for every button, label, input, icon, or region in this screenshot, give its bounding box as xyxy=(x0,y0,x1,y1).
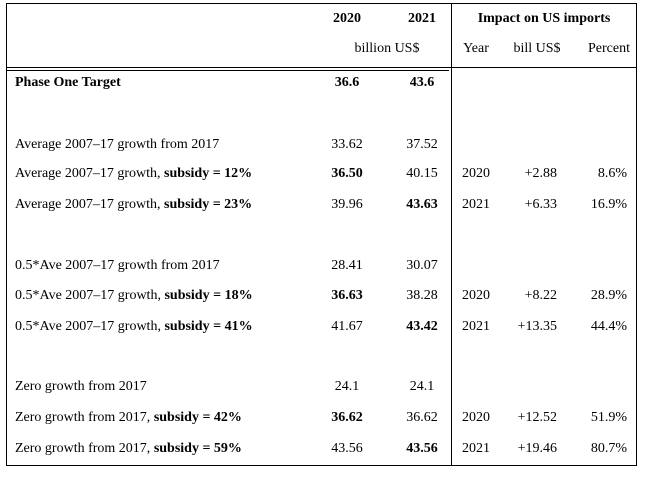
row-label: Zero growth from 2017, subsidy = 42% xyxy=(15,410,242,426)
row-label-text: Zero growth from 2017, xyxy=(15,410,154,425)
row-value-2020: 36.50 xyxy=(331,166,363,181)
row-subsidy: subsidy = 42% xyxy=(153,410,242,425)
row-value-2020: 39.96 xyxy=(331,197,363,212)
row-impact-year: 2020 xyxy=(462,410,490,425)
row-value-2020: 36.63 xyxy=(331,288,363,303)
row-impact-percent: 8.6% xyxy=(597,166,627,181)
row-label: 0.5*Ave 2007–17 growth, subsidy = 18% xyxy=(15,288,253,304)
row-impact-year: 2021 xyxy=(462,441,490,456)
target-label: Phase One Target xyxy=(15,75,121,90)
row-label-text: Average 2007–17 growth, xyxy=(15,166,165,181)
row-impact-year: 2020 xyxy=(462,166,490,181)
row-subsidy: subsidy = 59% xyxy=(153,441,242,456)
header-impact-title: Impact on US imports xyxy=(477,11,611,26)
row-impact-percent: 80.7% xyxy=(590,441,627,456)
row-value-2020: 33.62 xyxy=(331,137,363,152)
row-value-2020: 36.62 xyxy=(331,410,363,425)
target-2021: 43.6 xyxy=(409,75,435,90)
row-impact-bill: +19.46 xyxy=(517,441,557,456)
column-divider xyxy=(451,4,452,465)
row-label: Average 2007–17 growth from 2017 xyxy=(15,137,219,153)
row-impact-year: 2020 xyxy=(462,288,490,303)
row-subsidy: subsidy = 23% xyxy=(164,197,253,212)
row-label-text: Average 2007–17 growth from 2017 xyxy=(15,137,220,152)
row-impact-percent: 28.9% xyxy=(590,288,627,303)
row-value-2020: 24.1 xyxy=(334,379,360,394)
header-2021: 2021 xyxy=(408,11,436,26)
row-impact-percent: 44.4% xyxy=(590,319,627,334)
row-label-text: Zero growth from 2017, xyxy=(15,441,154,456)
row-label-text: 0.5*Ave 2007–17 growth, xyxy=(15,319,165,334)
row-label: Zero growth from 2017, subsidy = 59% xyxy=(15,441,242,457)
row-value-2021: 36.62 xyxy=(406,410,438,425)
row-label-text: 0.5*Ave 2007–17 growth, xyxy=(15,288,165,303)
header-unit: billion US$ xyxy=(354,41,420,56)
row-subsidy: subsidy = 12% xyxy=(164,166,253,181)
row-label: 0.5*Ave 2007–17 growth from 2017 xyxy=(15,258,220,274)
data-table: 2020 2021 billion US$ Impact on US impor… xyxy=(6,3,637,466)
row-value-2021: 38.28 xyxy=(406,288,438,303)
row-impact-bill: +8.22 xyxy=(524,288,557,303)
row-impact-bill: +6.33 xyxy=(524,197,557,212)
row-value-2020: 28.41 xyxy=(331,258,363,273)
row-impact-percent: 16.9% xyxy=(590,197,627,212)
row-value-2020: 43.56 xyxy=(331,441,363,456)
header-bill: bill US$ xyxy=(513,41,561,56)
row-value-2021: 30.07 xyxy=(406,258,438,273)
header-year: Year xyxy=(463,41,489,56)
header-divider xyxy=(7,67,636,68)
row-label: Average 2007–17 growth, subsidy = 23% xyxy=(15,197,252,213)
row-value-2021: 24.1 xyxy=(409,379,435,394)
row-impact-year: 2021 xyxy=(462,319,490,334)
target-2020: 36.6 xyxy=(334,75,360,90)
row-value-2021: 43.56 xyxy=(406,441,438,456)
row-impact-year: 2021 xyxy=(462,197,490,212)
row-impact-bill: +13.35 xyxy=(517,319,557,334)
header-percent: Percent xyxy=(588,41,630,56)
row-label-text: Zero growth from 2017 xyxy=(15,379,147,394)
header-divider-double xyxy=(7,70,449,71)
row-value-2021: 43.42 xyxy=(406,319,438,334)
row-label: 0.5*Ave 2007–17 growth, subsidy = 41% xyxy=(15,319,253,335)
row-label-text: Average 2007–17 growth, xyxy=(15,197,165,212)
row-impact-bill: +2.88 xyxy=(524,166,557,181)
row-impact-percent: 51.9% xyxy=(590,410,627,425)
row-value-2020: 41.67 xyxy=(331,319,363,334)
row-value-2021: 43.63 xyxy=(406,197,438,212)
row-value-2021: 37.52 xyxy=(406,137,438,152)
row-label: Average 2007–17 growth, subsidy = 12% xyxy=(15,166,252,182)
row-subsidy: subsidy = 41% xyxy=(164,319,253,334)
row-subsidy: subsidy = 18% xyxy=(164,288,253,303)
row-label-text: 0.5*Ave 2007–17 growth from 2017 xyxy=(15,258,220,273)
row-label: Zero growth from 2017 xyxy=(15,379,147,395)
header-2020: 2020 xyxy=(333,11,361,26)
row-value-2021: 40.15 xyxy=(406,166,438,181)
row-impact-bill: +12.52 xyxy=(517,410,557,425)
